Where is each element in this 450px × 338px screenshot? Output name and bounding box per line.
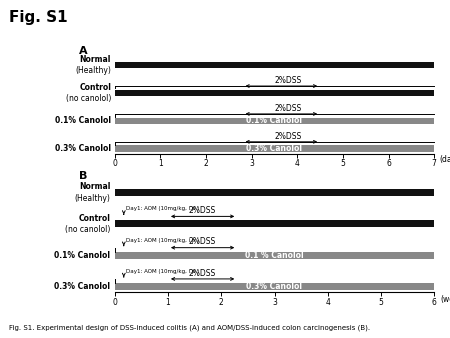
Text: 2%DSS: 2%DSS [274, 104, 302, 113]
Text: 0.3% Canolol: 0.3% Canolol [247, 144, 302, 153]
Text: 2%DSS: 2%DSS [274, 76, 302, 85]
Text: (week): (week) [441, 295, 450, 304]
Text: 0.3% Canolol: 0.3% Canolol [55, 144, 111, 153]
Text: (no canolol): (no canolol) [65, 225, 111, 234]
Text: Control: Control [79, 82, 111, 92]
Text: Day1: AOM (10mg/kg, i.p.): Day1: AOM (10mg/kg, i.p.) [126, 238, 200, 243]
Text: 2%DSS: 2%DSS [274, 132, 302, 141]
Text: 0.1% Canolol: 0.1% Canolol [247, 116, 302, 125]
Text: Normal: Normal [80, 55, 111, 64]
Text: (days): (days) [440, 155, 450, 164]
Bar [115, 62, 434, 68]
Bar [115, 189, 434, 196]
Text: A: A [79, 46, 87, 56]
Text: Fig. S1. Experimental design of DSS-induced colitis (A) and AOM/DSS-induced colo: Fig. S1. Experimental design of DSS-indu… [9, 325, 370, 331]
Text: (Healthy): (Healthy) [75, 194, 111, 203]
Text: 0.3% Canolol: 0.3% Canolol [247, 282, 302, 291]
Text: 2%DSS: 2%DSS [189, 269, 216, 278]
Text: Day1: AOM (10mg/kg, i.p.): Day1: AOM (10mg/kg, i.p.) [126, 269, 200, 274]
Text: (Healthy): (Healthy) [75, 66, 111, 75]
Text: Fig. S1: Fig. S1 [9, 10, 68, 25]
Text: 2%DSS: 2%DSS [189, 206, 216, 215]
Text: 0.1 % Canolol: 0.1 % Canolol [245, 251, 304, 260]
Text: Control: Control [79, 214, 111, 223]
Text: 0.1% Canolol: 0.1% Canolol [55, 116, 111, 125]
Text: (no canolol): (no canolol) [66, 94, 111, 103]
Text: 0.1% Canolol: 0.1% Canolol [54, 251, 111, 260]
Bar [115, 145, 434, 151]
Bar [115, 118, 434, 124]
Bar [115, 283, 434, 290]
Text: 0.3% Canolol: 0.3% Canolol [54, 282, 111, 291]
Text: Normal: Normal [79, 183, 111, 191]
Bar [115, 252, 434, 259]
Bar [115, 90, 434, 96]
Text: B: B [79, 171, 87, 181]
Bar [115, 220, 434, 227]
Text: Day1: AOM (10mg/kg, i.p.): Day1: AOM (10mg/kg, i.p.) [126, 207, 200, 211]
Text: 2%DSS: 2%DSS [189, 237, 216, 246]
